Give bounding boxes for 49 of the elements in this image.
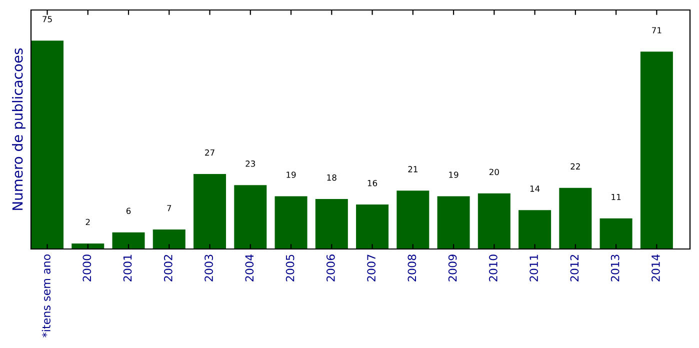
x-tick-label: 2013 bbox=[610, 254, 620, 282]
x-tick-label: 2004 bbox=[245, 254, 254, 282]
x-tick-label: 2002 bbox=[164, 254, 172, 282]
data-label: 11 bbox=[612, 194, 621, 200]
bar bbox=[559, 188, 592, 249]
bar bbox=[31, 40, 64, 249]
data-label: 71 bbox=[652, 27, 662, 34]
bar bbox=[315, 198, 348, 249]
bar bbox=[437, 196, 470, 249]
bar bbox=[234, 185, 267, 249]
x-tick-label: 2011 bbox=[530, 254, 538, 282]
data-label: 2 bbox=[86, 218, 90, 226]
bar bbox=[72, 243, 104, 249]
bar bbox=[274, 196, 308, 249]
data-label: 27 bbox=[205, 149, 214, 156]
data-label: 16 bbox=[368, 180, 378, 186]
data-label: 7 bbox=[167, 205, 172, 212]
bar bbox=[600, 218, 632, 249]
data-label: 6 bbox=[126, 208, 131, 214]
bar bbox=[152, 230, 186, 249]
data-label: 20 bbox=[489, 168, 499, 176]
x-tick-label: 2003 bbox=[204, 254, 213, 282]
x-tick-label: 2012 bbox=[570, 254, 579, 282]
bar bbox=[640, 52, 673, 249]
x-tick-label: 2001 bbox=[123, 254, 132, 282]
x-tick-label: 2000 bbox=[82, 254, 92, 282]
bar bbox=[112, 232, 145, 249]
data-label: 22 bbox=[570, 163, 580, 170]
data-label: 75 bbox=[42, 16, 52, 22]
x-tick-label: 2014 bbox=[652, 254, 660, 282]
y-axis-title: Numero de publicacoes bbox=[12, 48, 26, 210]
data-label: 21 bbox=[408, 166, 418, 172]
x-tick-label: 2007 bbox=[367, 254, 376, 282]
data-label: 19 bbox=[286, 172, 296, 178]
data-label: 18 bbox=[327, 174, 336, 181]
bar bbox=[194, 174, 226, 249]
bar bbox=[396, 190, 430, 249]
bar bbox=[478, 193, 510, 249]
x-tick-label: 2010 bbox=[488, 254, 498, 282]
x-tick-label: 2006 bbox=[326, 254, 335, 282]
x-tick-label: 2009 bbox=[448, 254, 457, 282]
x-tick-label: 2008 bbox=[408, 254, 416, 282]
x-tick-label: 2005 bbox=[286, 254, 294, 282]
x-tick-label: *itens sem ano bbox=[42, 254, 50, 338]
bar bbox=[518, 210, 552, 249]
data-label: 14 bbox=[530, 186, 540, 192]
data-label: 19 bbox=[449, 172, 458, 178]
bar bbox=[356, 204, 389, 249]
data-label: 23 bbox=[246, 160, 256, 167]
